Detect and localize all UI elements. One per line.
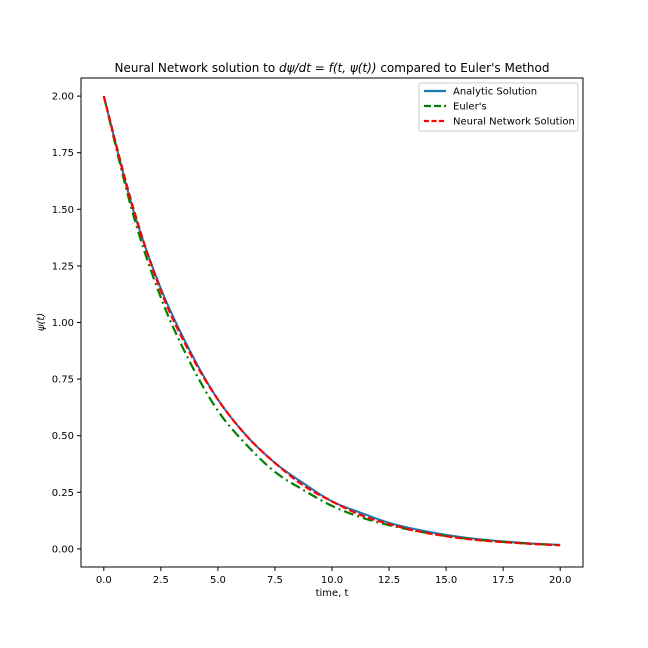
legend-label-euler-s: Euler's [453, 102, 487, 113]
x-tick-label: 5.0 [210, 575, 226, 586]
x-axis-label: time, t [316, 588, 349, 599]
x-tick-label: 0.0 [96, 575, 112, 586]
y-tick-label: 1.50 [52, 205, 74, 216]
chart-title: Neural Network solution to dψ/dt = f(t, … [115, 61, 550, 75]
x-tick-label: 7.5 [267, 575, 283, 586]
x-axis-ticks: 0.0 2.5 5.0 7.5 10.0 12.5 15.0 17.5 20.0 [96, 567, 571, 586]
x-tick-label: 15.0 [435, 575, 457, 586]
y-tick-label: 0.25 [52, 488, 74, 499]
legend-box [418, 82, 579, 132]
x-tick-label: 2.5 [153, 575, 169, 586]
x-tick-label: 20.0 [549, 575, 571, 586]
chart-title-suffix: compared to Euler's Method [377, 61, 550, 75]
y-axis-ticks: 0.00 0.25 0.50 0.75 1.00 1.25 1.50 1.75 2.00 [52, 92, 81, 555]
x-tick-label: 17.5 [492, 575, 514, 586]
y-tick-label: 0.75 [52, 375, 74, 386]
legend: Analytic Solution Euler's Neural Network S… [418, 82, 579, 132]
series-line-euler-s [102, 95, 561, 547]
y-tick-label: 0.00 [52, 544, 74, 555]
y-tick-label: 1.75 [52, 148, 74, 159]
chart-title-math: dψ/dt = f(t, ψ(t)) [279, 61, 377, 75]
plot-content [102, 95, 561, 547]
y-tick-label: 2.00 [52, 92, 74, 103]
y-axis-label: ψ(t) [36, 313, 47, 331]
y-tick-label: 1.25 [52, 261, 74, 272]
legend-label-analytic-solution: Analytic Solution [453, 87, 537, 98]
x-tick-label: 10.0 [321, 575, 343, 586]
y-tick-label: 0.50 [52, 431, 74, 442]
y-tick-label: 1.00 [52, 318, 74, 329]
chart-title-prefix: Neural Network solution to [115, 61, 280, 75]
legend-label-neural-network-solution: Neural Network Solution [453, 117, 575, 128]
series-line-neural-network-solution [102, 95, 561, 547]
x-tick-label: 12.5 [378, 575, 400, 586]
